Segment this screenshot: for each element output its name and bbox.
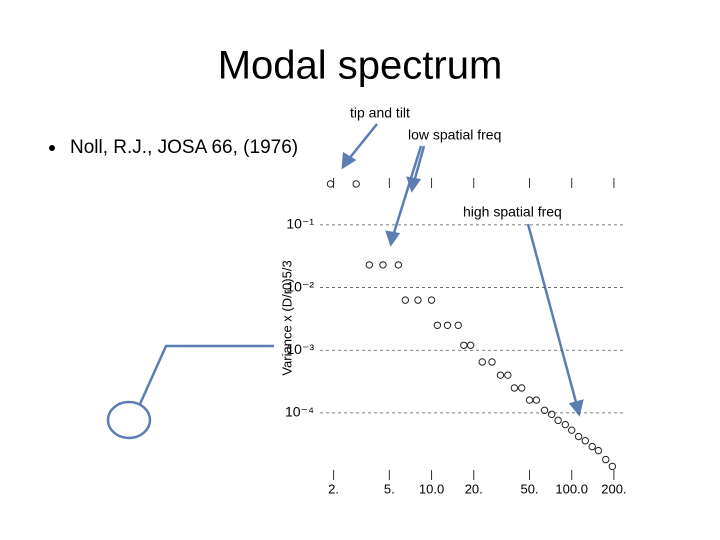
annotation: tip and tilt bbox=[350, 105, 410, 121]
data-point bbox=[488, 358, 496, 366]
data-point bbox=[568, 426, 576, 434]
x-tick-label: 50. bbox=[520, 481, 538, 496]
data-point bbox=[365, 261, 374, 269]
data-point bbox=[460, 341, 468, 349]
data-point bbox=[510, 384, 519, 392]
data-point bbox=[532, 396, 541, 404]
y-axis-label: Variance x (D/r0)5/3 bbox=[279, 260, 294, 375]
arrows bbox=[341, 123, 584, 417]
data-point bbox=[504, 371, 512, 379]
data-point bbox=[525, 396, 534, 404]
data-point bbox=[414, 296, 422, 304]
data-point bbox=[608, 462, 617, 471]
data-point bbox=[379, 261, 387, 269]
data-point bbox=[427, 296, 436, 304]
data-point bbox=[594, 446, 603, 455]
data-point bbox=[602, 455, 610, 464]
data-point bbox=[401, 296, 410, 304]
data-point bbox=[588, 442, 596, 451]
y-tick-label: 10⁻³ bbox=[286, 341, 314, 357]
data-point bbox=[561, 420, 569, 429]
slide-title: Modal spectrum bbox=[218, 44, 503, 88]
x-tick-label: 200. bbox=[601, 481, 626, 496]
x-tick-label: 2. bbox=[328, 481, 339, 496]
data-point bbox=[443, 321, 452, 329]
data-point bbox=[548, 410, 556, 419]
x-tick-label: 20. bbox=[465, 481, 483, 496]
data-point bbox=[496, 371, 505, 379]
data-point bbox=[478, 358, 486, 366]
data-point bbox=[540, 406, 549, 415]
bullet-text: Noll, R.J., JOSA 66, (1976) bbox=[70, 137, 298, 158]
y-tick-label: 10⁻² bbox=[286, 278, 314, 294]
x-tick-label: 100.0 bbox=[555, 481, 588, 496]
y-tick-label: 10⁻⁴ bbox=[285, 404, 314, 420]
data-point bbox=[466, 341, 475, 349]
data-point bbox=[433, 321, 442, 329]
data-point bbox=[394, 261, 403, 269]
data-point bbox=[554, 416, 562, 425]
data-point bbox=[574, 432, 583, 441]
data-point bbox=[352, 180, 360, 188]
data-point bbox=[518, 384, 526, 392]
bullet-dot bbox=[49, 145, 55, 151]
annotation: low spatial freq bbox=[408, 127, 501, 143]
data-point bbox=[454, 321, 462, 329]
x-tick-label: 5. bbox=[384, 481, 395, 496]
data-point bbox=[326, 180, 335, 188]
x-tick-label: 10.0 bbox=[419, 481, 444, 496]
y-tick-label: 10⁻¹ bbox=[286, 216, 314, 232]
callout bbox=[106, 344, 274, 440]
data-point bbox=[581, 437, 589, 445]
annotation: high spatial freq bbox=[463, 204, 562, 220]
